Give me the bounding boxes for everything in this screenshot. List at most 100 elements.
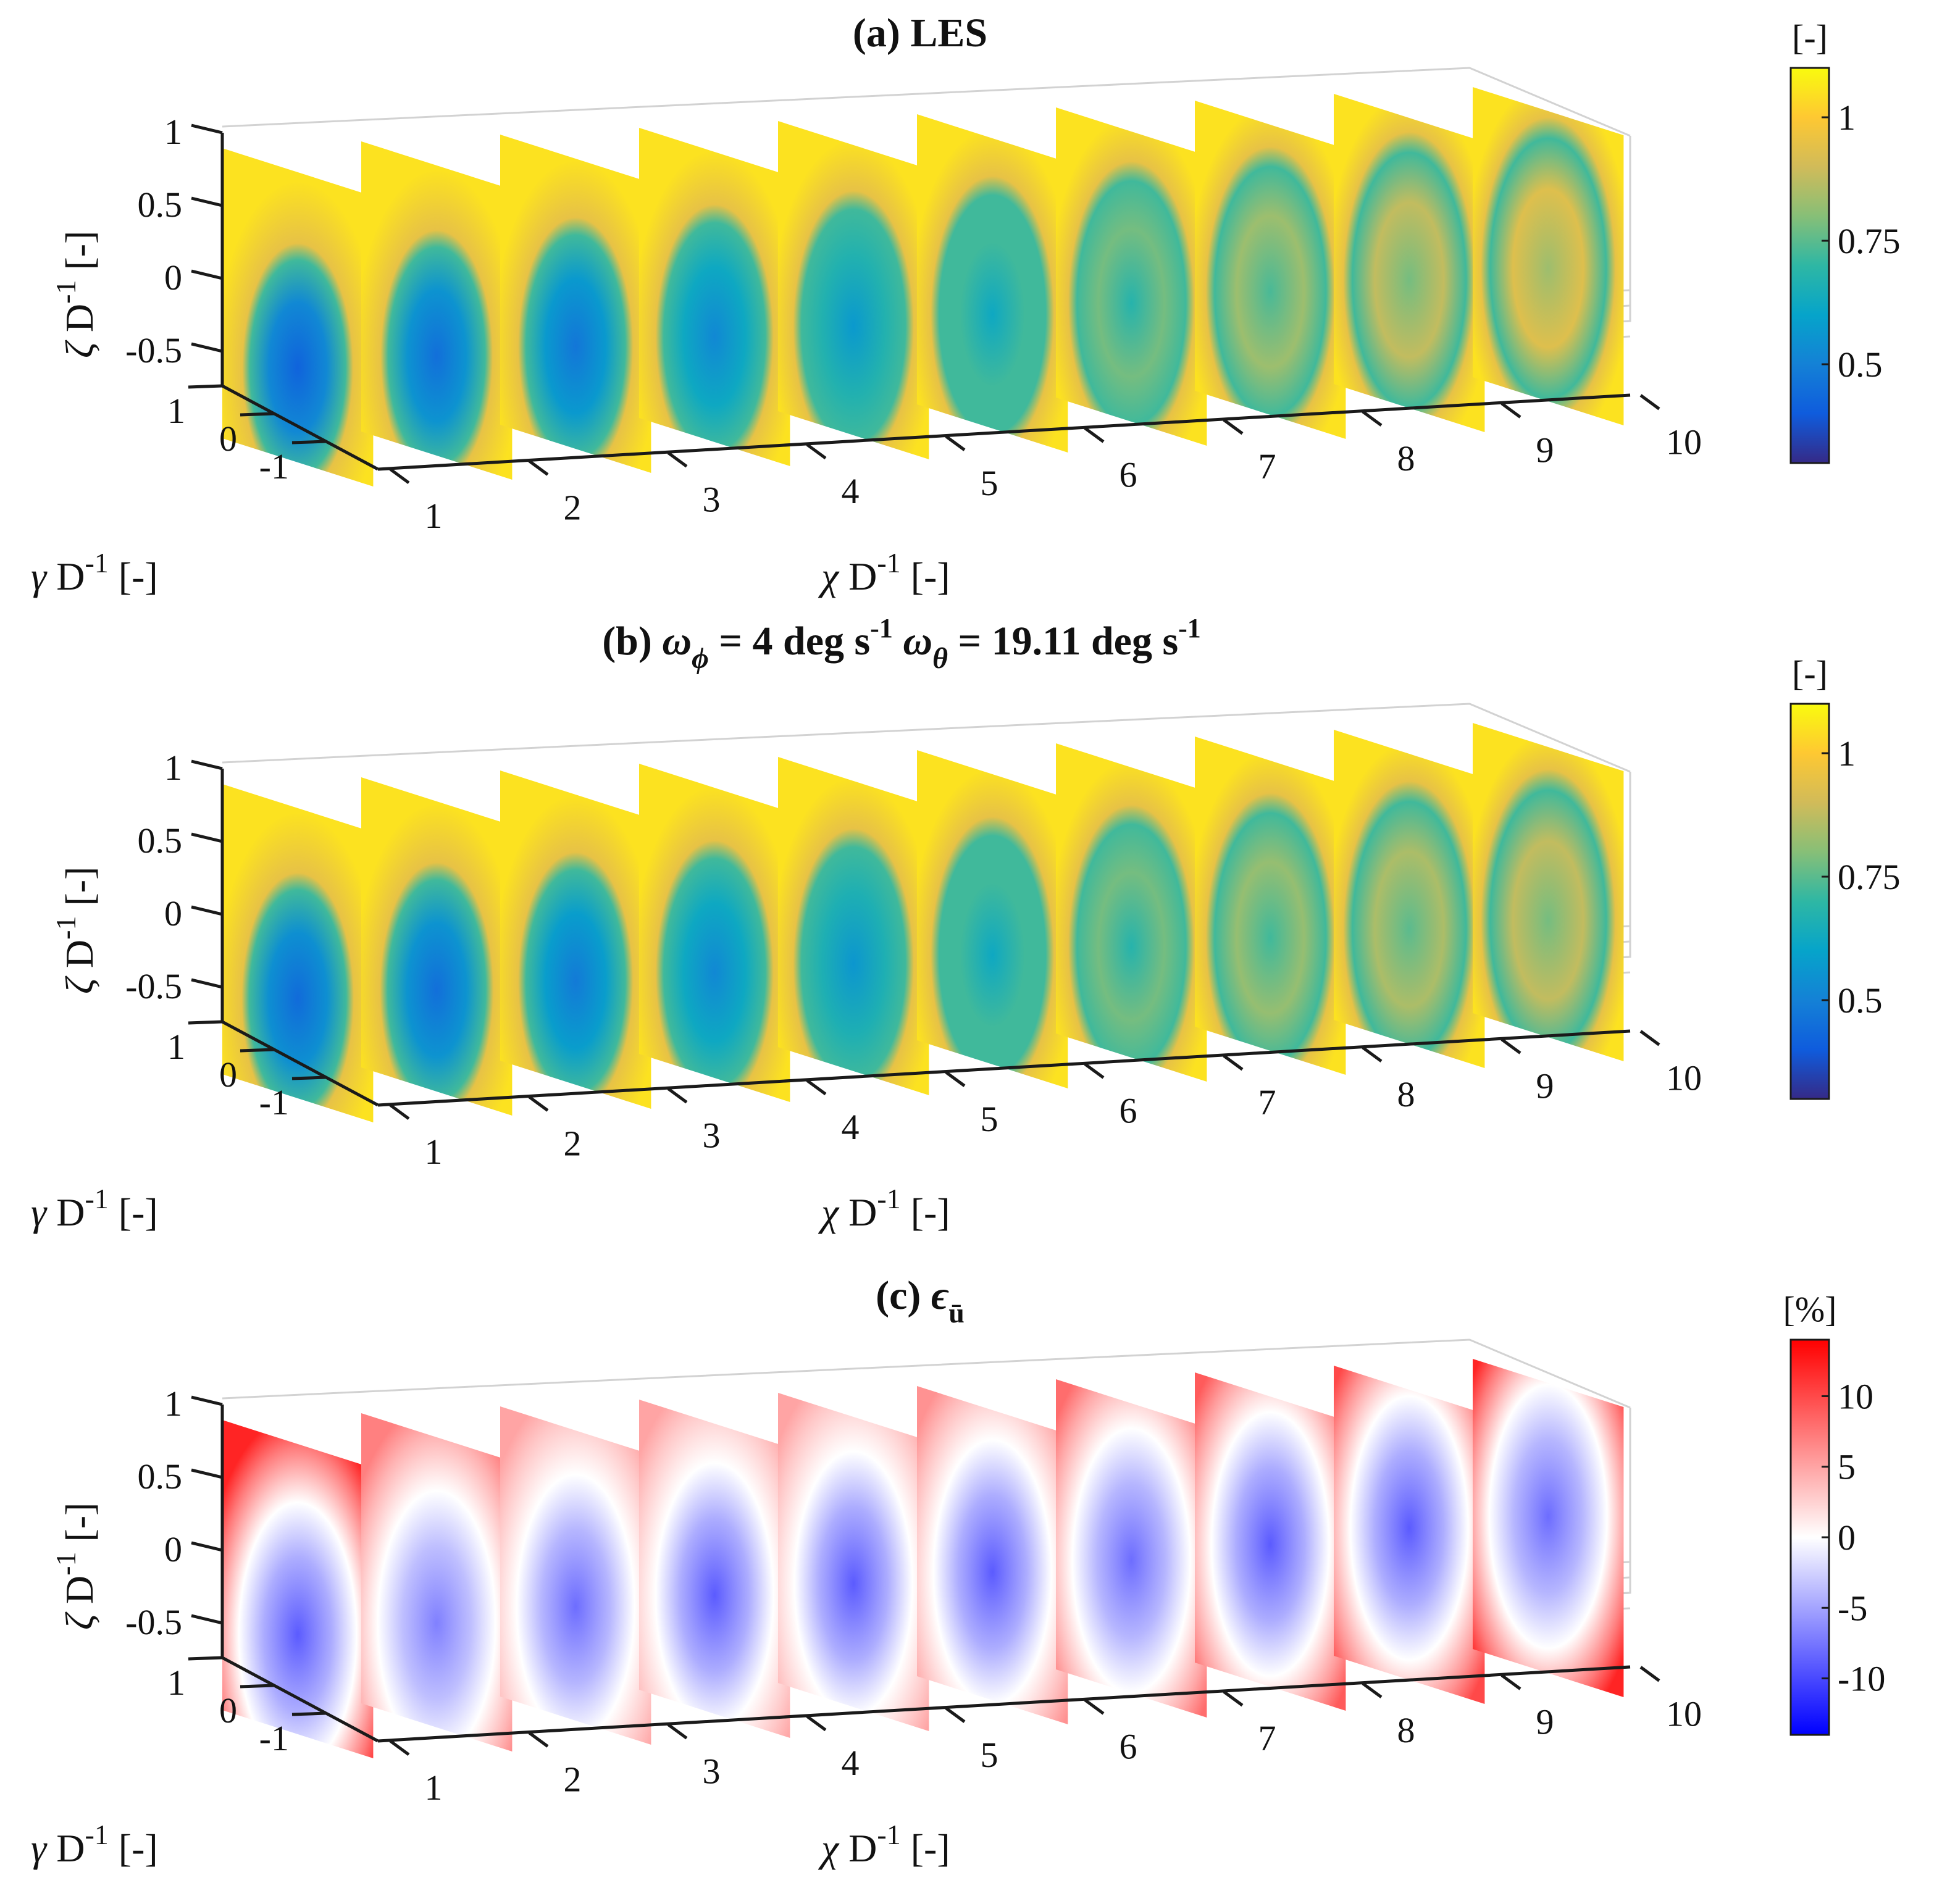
- z-axis-label: ζ D-1 [-]: [50, 231, 101, 358]
- colorbar-unit: [-]: [1792, 653, 1828, 693]
- axes: 10.50-0.510-11 2 3 4 5 6 7 8 9 10χ D-1 [-]γ D-1 […: [31, 748, 1702, 1234]
- y-tick-label: -1: [259, 1082, 289, 1122]
- slice-x2: [361, 141, 513, 480]
- y-tick: [291, 440, 327, 445]
- slice-x5: [778, 1393, 929, 1731]
- y-tick: [188, 1020, 223, 1025]
- colorbar-tick-label: 1: [1838, 98, 1856, 138]
- panel-title: (b) ωϕ = 4 deg s-1 ωθ = 19.11 deg s-1: [602, 613, 1201, 675]
- y-axis-line: [221, 1656, 379, 1743]
- x-tick: [1639, 394, 1660, 411]
- x-tick-label: 8: [1397, 1074, 1415, 1114]
- x-tick: [528, 1731, 549, 1748]
- x-axis-line: [377, 1029, 1631, 1107]
- x-tick: [1084, 1698, 1105, 1715]
- x-tick-label: 1: [425, 1132, 443, 1172]
- slice-x4: [639, 764, 790, 1102]
- z-tick: [191, 269, 223, 280]
- colorbar-unit: [%]: [1783, 1289, 1837, 1329]
- x-tick-label: 1: [425, 1768, 443, 1808]
- x-tick-label: 5: [981, 1099, 998, 1139]
- x-tick-label: 10: [1666, 1058, 1702, 1098]
- x-tick: [389, 1739, 410, 1756]
- z-tick-label: 0.5: [138, 185, 183, 225]
- x-tick: [1639, 1666, 1660, 1682]
- axes: 10.50-0.510-11 2 3 4 5 6 7 8 9 10χ D-1 [-]γ D-1 […: [31, 1384, 1702, 1870]
- slice-x8: [1195, 1372, 1346, 1711]
- slice-x6: [917, 114, 1068, 453]
- x-tick-label: 3: [703, 479, 721, 519]
- slice-x9: [1334, 1366, 1485, 1704]
- y-tick: [188, 1656, 223, 1661]
- z-tick: [191, 1395, 223, 1406]
- x-tick: [1223, 1690, 1244, 1707]
- slice-x9: [1334, 94, 1485, 432]
- colorbar-tick-label: -10: [1838, 1659, 1885, 1699]
- z-tick-label: 0.5: [138, 820, 183, 861]
- x-tick: [667, 451, 688, 468]
- x-tick: [389, 467, 410, 485]
- y-tick: [240, 1048, 275, 1053]
- colorbar: [-] 1 0.75 0.5: [1789, 17, 1901, 464]
- colorbar-tick-label: 0.5: [1838, 980, 1883, 1021]
- z-tick-label: 0.5: [138, 1456, 183, 1497]
- x-tick: [1362, 1682, 1383, 1698]
- z-tick: [191, 1614, 223, 1625]
- x-tick-label: 9: [1536, 430, 1554, 470]
- z-tick: [191, 832, 223, 843]
- y-tick-label: 1: [167, 1663, 185, 1703]
- x-tick: [1084, 1063, 1105, 1079]
- z-tick-label: 0: [164, 1529, 182, 1569]
- z-tick: [191, 978, 223, 989]
- z-tick-label: 0: [164, 893, 182, 933]
- y-axis-label: γ D-1 [-]: [31, 547, 158, 598]
- colorbar: [%] 10 5 0 -5 -10: [1783, 1289, 1885, 1736]
- y-tick-label: -1: [259, 446, 289, 486]
- x-tick-label: 2: [564, 1760, 582, 1800]
- x-tick-label: 9: [1536, 1702, 1554, 1742]
- z-tick: [191, 196, 223, 207]
- slice-x2: [361, 777, 513, 1116]
- x-tick-label: 2: [564, 488, 582, 528]
- x-tick: [806, 1715, 827, 1732]
- slice-x2: [361, 1413, 513, 1752]
- z-tick: [191, 123, 223, 135]
- x-tick-label: 4: [842, 471, 860, 511]
- x-tick: [528, 1095, 549, 1112]
- colorbar-tick-label: 1: [1838, 733, 1856, 774]
- slice-x7: [1056, 743, 1207, 1082]
- colorbar-tick-label: 10: [1838, 1376, 1873, 1416]
- slice-x10: [1473, 87, 1624, 425]
- y-tick-label: 0: [219, 1690, 237, 1731]
- y-tick: [291, 1075, 327, 1080]
- x-tick: [1223, 1054, 1244, 1071]
- y-tick-label: 1: [167, 1027, 185, 1067]
- y-tick-label: 1: [167, 391, 185, 431]
- x-tick-label: 7: [1258, 1082, 1276, 1122]
- slice-x1: [222, 1420, 374, 1758]
- z-tick-label: -0.5: [125, 330, 182, 370]
- slice-x8: [1195, 101, 1346, 439]
- z-tick: [191, 759, 223, 770]
- slice-x6: [917, 750, 1068, 1088]
- z-tick-label: -0.5: [125, 1602, 182, 1642]
- x-tick: [1500, 1674, 1521, 1690]
- x-axis-line: [377, 393, 1631, 471]
- slice-x7: [1056, 1379, 1207, 1718]
- x-tick: [1084, 427, 1105, 443]
- slices: [222, 87, 1624, 486]
- x-tick: [1500, 402, 1521, 419]
- x-tick: [806, 1079, 827, 1096]
- z-axis-label: ζ D-1 [-]: [50, 1503, 101, 1630]
- x-tick-label: 8: [1397, 438, 1415, 478]
- slice-x4: [639, 128, 790, 466]
- x-tick-label: 6: [1120, 455, 1137, 495]
- x-tick: [945, 1071, 966, 1087]
- y-tick: [240, 412, 275, 417]
- x-tick: [1639, 1030, 1660, 1046]
- x-tick: [1362, 1046, 1383, 1063]
- panel-b: (b) ωϕ = 4 deg s-1 ωθ = 19.11 deg s-1 1 0.…: [31, 613, 1901, 1234]
- y-axis-label: γ D-1 [-]: [31, 1183, 158, 1234]
- slice-x3: [500, 770, 651, 1109]
- colorbar-tick-label: 0.75: [1838, 857, 1901, 897]
